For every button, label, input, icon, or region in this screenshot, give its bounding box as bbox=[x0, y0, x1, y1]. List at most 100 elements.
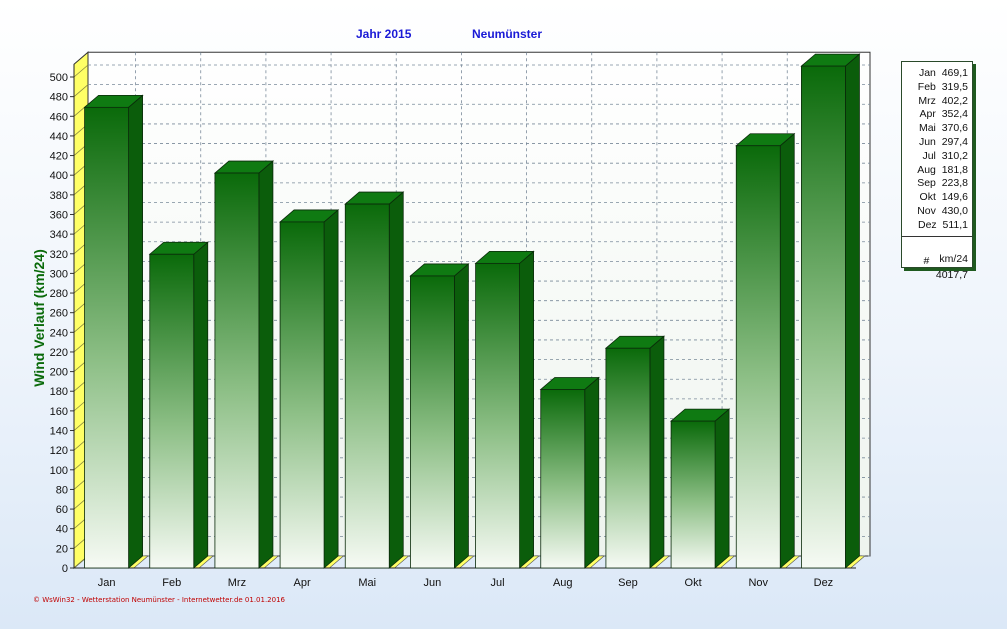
x-tick-label: Aug bbox=[553, 577, 573, 589]
footer-credit: © WsWin32 - Wetterstation Neumünster - I… bbox=[33, 596, 285, 604]
x-tick-label: Mai bbox=[358, 577, 376, 589]
legend-month: Mrz bbox=[918, 94, 942, 107]
bar-side bbox=[258, 160, 274, 569]
legend-row: Sep 223,8 bbox=[906, 176, 968, 190]
legend-value: 370,6 bbox=[941, 122, 968, 135]
legend-month: Apr bbox=[919, 108, 942, 121]
legend-month: Sep bbox=[917, 177, 942, 190]
bar-side bbox=[584, 376, 600, 569]
legend-total-symbol: # bbox=[923, 255, 930, 267]
y-tick-label: 480 bbox=[50, 92, 68, 104]
legend-row: Jun 297,4 bbox=[906, 135, 968, 149]
y-tick-label: 320 bbox=[50, 249, 68, 261]
y-tick-label: 260 bbox=[50, 308, 68, 320]
legend-row: Nov 430,0 bbox=[906, 204, 968, 218]
y-tick-label: 220 bbox=[50, 347, 68, 359]
legend-month: Dez bbox=[917, 218, 943, 231]
legend-month: Aug bbox=[917, 163, 942, 176]
legend-total-unit: km/24 bbox=[939, 253, 968, 265]
legend-row: Mrz 402,2 bbox=[906, 94, 968, 108]
bar-side bbox=[519, 250, 534, 569]
bar bbox=[801, 65, 846, 569]
bar bbox=[735, 145, 781, 569]
y-gridline-wall bbox=[73, 64, 89, 78]
bar-side bbox=[714, 408, 730, 569]
legend-value: 469,1 bbox=[941, 67, 968, 79]
legend-row: Jan 469,1 bbox=[906, 66, 968, 80]
y-tick-label: 140 bbox=[50, 426, 68, 438]
bar bbox=[670, 420, 716, 569]
y-tick-label: 280 bbox=[50, 288, 68, 300]
x-tick-label: Mrz bbox=[228, 577, 246, 589]
x-tick-label: Jan bbox=[98, 577, 116, 589]
x-tick-label: Sep bbox=[618, 577, 638, 589]
x-tick-label: Dez bbox=[814, 577, 834, 589]
y-tick-label: 380 bbox=[50, 190, 68, 202]
y-tick-label: 120 bbox=[50, 445, 68, 457]
legend-value: 352,4 bbox=[941, 108, 968, 121]
legend-month: Mai bbox=[918, 122, 942, 135]
legend-row: Feb 319,5 bbox=[906, 80, 968, 94]
bar-side bbox=[845, 53, 860, 569]
legend-row: Okt 149,6 bbox=[906, 190, 968, 204]
legend-month: Jun bbox=[918, 136, 942, 148]
x-tick-label: Feb bbox=[162, 577, 181, 589]
bar bbox=[149, 253, 195, 569]
bar bbox=[605, 347, 651, 569]
bar bbox=[84, 106, 129, 569]
y-tick-label: 400 bbox=[50, 170, 68, 182]
bar bbox=[410, 275, 455, 569]
y-tick-label: 60 bbox=[56, 504, 68, 516]
bar-side bbox=[779, 132, 795, 569]
y-tick-label: 0 bbox=[62, 563, 68, 575]
y-tick-label: 200 bbox=[50, 367, 68, 379]
chart-location-label: Neumünster bbox=[472, 27, 543, 41]
y-tick-label: 240 bbox=[50, 327, 68, 339]
x-tick-label: Jul bbox=[491, 577, 505, 589]
bar-side bbox=[454, 263, 469, 569]
legend-value: 430,0 bbox=[941, 205, 968, 217]
y-tick-label: 160 bbox=[50, 406, 68, 418]
legend-row: Aug 181,8 bbox=[906, 163, 968, 177]
bar bbox=[475, 262, 520, 569]
x-tick-label: Apr bbox=[294, 577, 311, 589]
legend-month: Feb bbox=[917, 80, 942, 93]
legend-value: 181,8 bbox=[941, 163, 968, 176]
legend-row: Mai 370,6 bbox=[906, 121, 968, 135]
legend-month: Jul bbox=[922, 149, 942, 162]
y-tick-label: 20 bbox=[56, 543, 68, 555]
legend-value: 319,5 bbox=[941, 80, 968, 93]
y-tick-label: 420 bbox=[50, 151, 68, 163]
y-tick-label: 40 bbox=[56, 524, 68, 536]
y-tick-label: 180 bbox=[50, 386, 68, 398]
legend-value: 223,8 bbox=[941, 177, 968, 190]
y-tick-label: 360 bbox=[50, 209, 68, 221]
y-tick-label: 300 bbox=[50, 268, 68, 280]
legend-row: Jul 310,2 bbox=[906, 149, 968, 163]
legend-value: 310,2 bbox=[941, 149, 968, 162]
legend-value: 402,2 bbox=[941, 94, 968, 107]
legend-month: Jan bbox=[918, 67, 942, 79]
legend-month: Nov bbox=[917, 205, 942, 217]
y-tick-label: 460 bbox=[50, 111, 68, 123]
bar-side bbox=[649, 335, 665, 569]
bar-side bbox=[128, 94, 143, 569]
legend-value: 149,6 bbox=[941, 191, 968, 204]
bar bbox=[344, 203, 390, 569]
bar bbox=[279, 221, 325, 569]
y-tick-label: 440 bbox=[50, 131, 68, 143]
legend-total-row: # 4017,7 bbox=[906, 240, 968, 281]
value-legend: # 4017,7 km/24 Jan 469,1 Feb 319,5 Mrz 402… bbox=[901, 61, 973, 281]
chart-year-label: Jahr 2015 bbox=[356, 27, 412, 41]
bar-side bbox=[388, 191, 404, 569]
bar bbox=[540, 389, 586, 569]
y-gridline-wall bbox=[73, 84, 89, 97]
y-tick-label: 80 bbox=[56, 484, 68, 496]
legend-total-value: 4017,7 bbox=[935, 269, 968, 281]
bar-side bbox=[323, 209, 339, 569]
legend-value: 297,4 bbox=[941, 136, 968, 148]
y-tick-label: 500 bbox=[50, 72, 68, 84]
x-tick-label: Nov bbox=[748, 577, 768, 589]
legend-row: Apr 352,4 bbox=[906, 107, 968, 121]
